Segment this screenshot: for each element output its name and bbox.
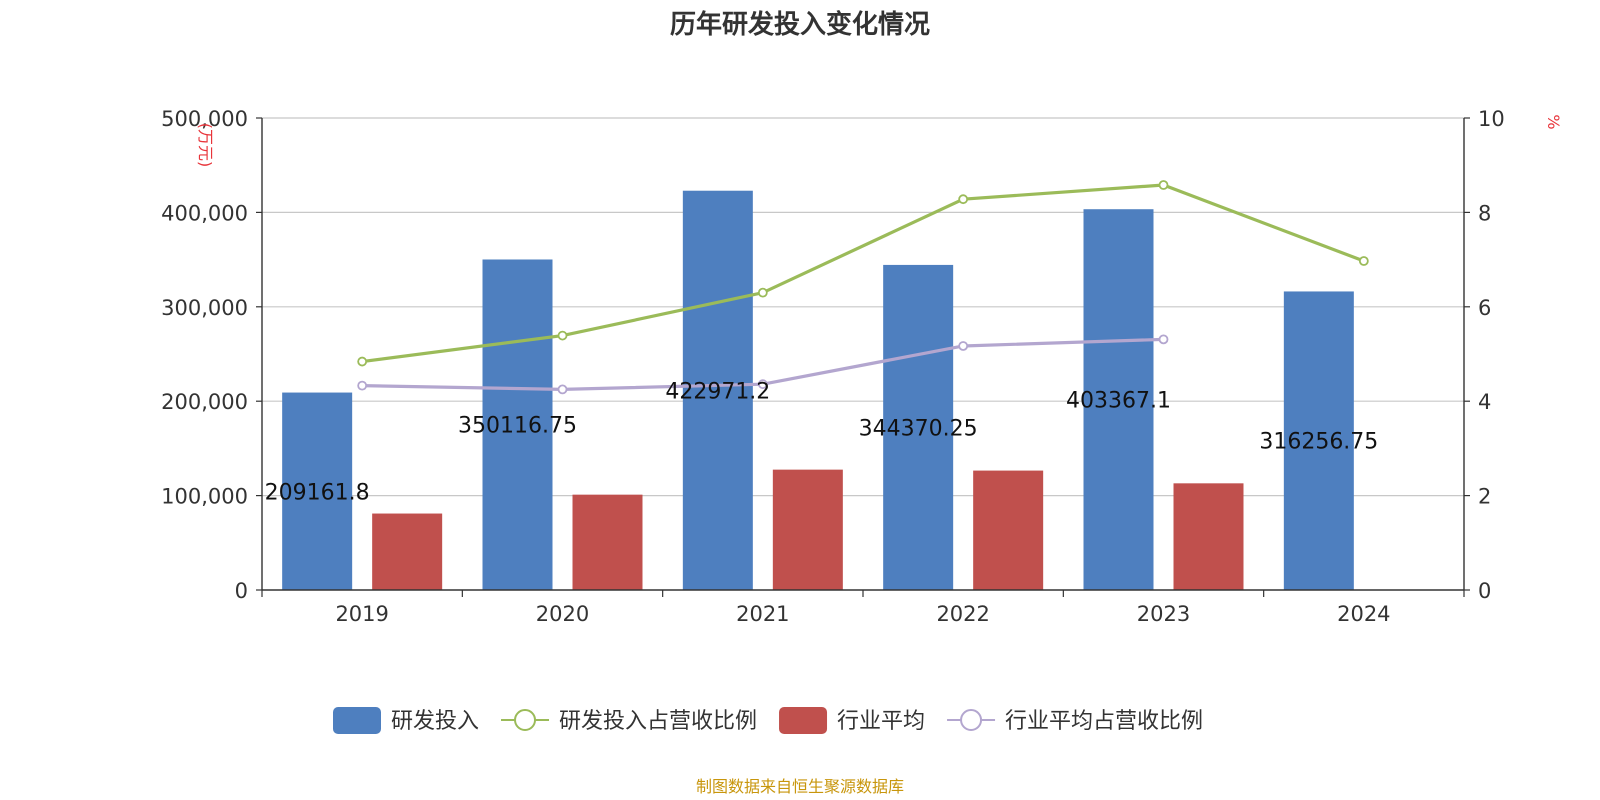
bar-value-label: 344370.25 — [859, 416, 978, 441]
y-left-tick-label: 300,000 — [161, 296, 248, 320]
line-研发投入占营收比例 — [361, 183, 1365, 364]
x-tick-label: 2024 — [1337, 602, 1390, 626]
y-right-tick-label: 2 — [1478, 485, 1491, 509]
bar-value-label: 209161.8 — [265, 480, 370, 505]
line-point-研发投入占营收比例 — [357, 356, 368, 367]
line-point-研发投入占营收比例 — [1358, 256, 1369, 266]
legend-label-行业平均: 行业平均 — [837, 709, 925, 734]
line-point-研发投入占营收比例 — [557, 330, 568, 341]
legend-swatch-marker-行业平均占营收比例 — [960, 709, 983, 731]
chart-title: 历年研发投入变化情况 — [670, 9, 930, 40]
line-point-行业平均占营收比例 — [357, 380, 368, 391]
bar-行业平均 — [973, 470, 1044, 590]
y-left-tick-label: 400,000 — [161, 201, 248, 225]
lines — [357, 180, 1369, 395]
bar-研发投入 — [482, 259, 553, 590]
legend-swatch-研发投入 — [333, 707, 381, 734]
data-labels: 209161.8 350116.75 422971.2 344370.25 403367… — [265, 379, 1379, 505]
x-tick-label: 2020 — [536, 602, 589, 626]
line-point-行业平均占营收比例 — [757, 379, 768, 390]
axes: 0 100,000 200,000 300,000 400,000 500,000 0 2 4 6… — [161, 107, 1505, 626]
y-right-tick-label: 6 — [1478, 296, 1491, 320]
y-right-tick-label: 10 — [1478, 107, 1505, 131]
y-right-tick-label: 0 — [1478, 579, 1491, 603]
legend-swatch-行业平均 — [779, 707, 828, 734]
bar-value-label: 316256.75 — [1259, 430, 1378, 455]
bar-行业平均 — [572, 494, 643, 590]
bars — [282, 190, 1354, 591]
y-left-tick-label: 0 — [235, 579, 248, 603]
y-left-tick-label: 200,000 — [161, 390, 248, 414]
legend-swatch-marker-研发投入占营收比例 — [514, 709, 537, 731]
line-point-研发投入占营收比例 — [958, 194, 969, 205]
bar-研发投入 — [1083, 209, 1154, 591]
bar-value-label: 350116.75 — [458, 414, 577, 439]
line-point-研发投入占营收比例 — [757, 287, 768, 298]
line-point-研发投入占营收比例 — [1158, 180, 1169, 190]
y-left-tick-label: 500,000 — [161, 107, 248, 131]
x-tick-label: 2023 — [1137, 602, 1190, 626]
legend-label-研发投入: 研发投入 — [391, 709, 479, 734]
bar-value-label: 403367.1 — [1066, 389, 1171, 414]
bar-行业平均 — [1173, 483, 1244, 590]
source-note: 制图数据来自恒生聚源数据库 — [696, 777, 904, 796]
y-left-tick-label: 100,000 — [161, 485, 248, 509]
grid-lines — [262, 117, 1464, 497]
x-tick-label: 2021 — [736, 602, 789, 626]
line-point-行业平均占营收比例 — [557, 384, 568, 395]
y-right-tick-label: 4 — [1478, 390, 1491, 414]
y-right-tick-label: 8 — [1478, 201, 1491, 225]
bar-研发投入 — [282, 392, 353, 590]
line-point-行业平均占营收比例 — [1158, 334, 1169, 345]
bar-研发投入 — [682, 190, 753, 590]
bar-研发投入 — [883, 264, 954, 590]
y-left-unit: (万元) — [196, 123, 215, 168]
legend-label-行业平均占营收比例: 行业平均占营收比例 — [1005, 709, 1203, 734]
legend: 研发投入 研发投入占营收比例 行业平均 行业平均占营收比例 — [333, 707, 1203, 734]
x-tick-label: 2022 — [936, 602, 989, 626]
bar-研发投入 — [1283, 291, 1354, 590]
y-right-unit: % — [1544, 114, 1563, 129]
bar-行业平均 — [772, 469, 843, 590]
line-point-行业平均占营收比例 — [958, 341, 969, 351]
x-tick-label: 2019 — [335, 602, 388, 626]
bar-行业平均 — [372, 513, 443, 590]
bar-value-label: 422971.2 — [665, 379, 770, 404]
legend-label-研发投入占营收比例: 研发投入占营收比例 — [559, 709, 757, 734]
